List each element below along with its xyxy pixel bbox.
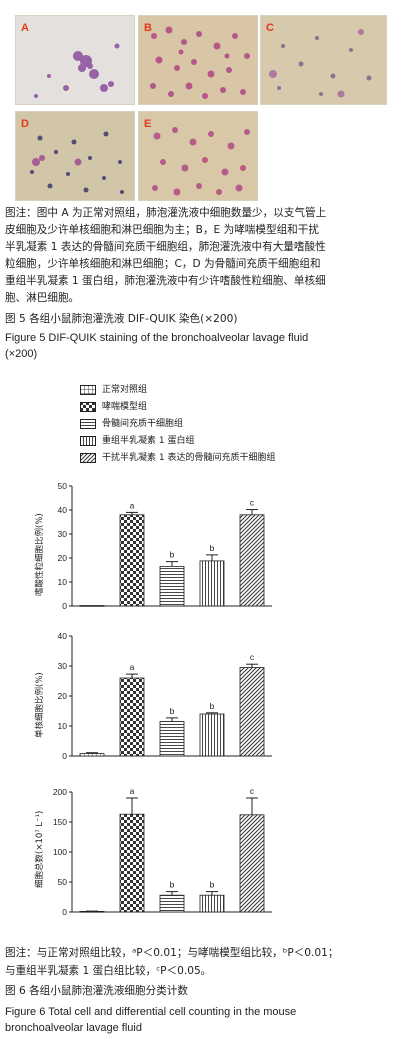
panel-label: E bbox=[144, 118, 152, 130]
figure6-caption-en: Figure 6 Total cell and differential cel… bbox=[5, 1006, 297, 1018]
figure6-caption-cn: 图 6 各组小鼠肺泡灌洗液细胞分类计数 bbox=[5, 985, 188, 997]
bar-4 bbox=[199, 713, 225, 757]
bar-5 bbox=[239, 814, 265, 913]
bar-2 bbox=[119, 677, 145, 757]
significance-label: b bbox=[210, 880, 215, 890]
figure5-note-line: 皮细胞及少许单核细胞和淋巴细胞为主；B，E 为哮喘模型组和干扰 bbox=[5, 224, 319, 236]
panel-label: B bbox=[144, 22, 152, 34]
significance-label: b bbox=[210, 543, 215, 553]
significance-label: c bbox=[250, 498, 255, 508]
micrograph-panel-a: A bbox=[15, 15, 135, 105]
panel-e-cells bbox=[152, 127, 250, 196]
y-tick-label: 100 bbox=[53, 847, 67, 857]
y-tick-label: 50 bbox=[58, 481, 68, 491]
micrograph-panel-d: D bbox=[15, 111, 135, 201]
significance-label: b bbox=[210, 701, 215, 711]
legend-swatch-diag bbox=[80, 453, 96, 463]
y-tick-label: 10 bbox=[58, 577, 68, 587]
legend-swatch-hlines bbox=[80, 419, 96, 429]
y-tick-label: 20 bbox=[58, 553, 68, 563]
panel-d-cells bbox=[30, 131, 124, 194]
bar-2 bbox=[119, 514, 145, 607]
y-tick-label: 20 bbox=[58, 691, 68, 701]
legend-label: 正常对照组 bbox=[102, 385, 148, 395]
figure5-note-line: 重组半乳凝素 1 蛋白组，肺泡灌洗液中有少许嗜酸性粒细胞、单核细 bbox=[5, 275, 326, 287]
legend-label: 骨髓间充质干细胞组 bbox=[102, 419, 184, 429]
y-tick-label: 10 bbox=[58, 721, 68, 731]
significance-label: a bbox=[130, 786, 135, 796]
bar-2 bbox=[119, 813, 145, 913]
y-tick-label: 0 bbox=[62, 907, 67, 917]
bar-3 bbox=[159, 721, 185, 757]
legend-swatch-grid bbox=[80, 385, 96, 395]
significance-label: a bbox=[130, 662, 135, 672]
significance-label: c bbox=[250, 652, 255, 662]
y-tick-label: 0 bbox=[62, 601, 67, 611]
y-tick-label: 40 bbox=[58, 505, 68, 515]
legend-label: 哮喘模型组 bbox=[102, 402, 148, 412]
bar-1 bbox=[79, 605, 105, 607]
significance-label: b bbox=[170, 706, 175, 716]
figure5-caption-cn: 图 5 各组小鼠肺泡灌洗液 DIF-QUIK 染色(×200) bbox=[5, 313, 238, 325]
bar-5 bbox=[239, 514, 265, 607]
eosinophil-bar-chart: 0 10 20 30 40 50 a b b c bbox=[58, 481, 272, 611]
monocyte-bar-chart: 0 10 20 30 40 a b b c bbox=[58, 631, 272, 761]
figure6-note-line: 图注：与正常对照组比较，ᵃP＜0.01；与哮喘模型组比较，ᵇP＜0.01； bbox=[5, 947, 339, 959]
y-tick-label: 30 bbox=[58, 529, 68, 539]
panel-label: A bbox=[21, 22, 29, 34]
figure5-note-line: 粒细胞，少许单核细胞和淋巴细胞；C，D 为骨髓间充质干细胞组和 bbox=[5, 258, 321, 270]
bar-1 bbox=[79, 753, 105, 757]
bar-3 bbox=[159, 894, 185, 913]
significance-label: c bbox=[250, 786, 255, 796]
panel-label: D bbox=[21, 118, 29, 130]
figure6-note-line: 与重组半乳凝素 1 蛋白组比较，ᶜP＜0.05。 bbox=[5, 965, 212, 977]
significance-label: b bbox=[170, 880, 175, 890]
bar-4 bbox=[199, 894, 225, 913]
figure5-caption-en: Figure 5 DIF-QUIK staining of the bronch… bbox=[5, 332, 309, 344]
panel-label: C bbox=[266, 22, 274, 34]
micrograph-panel-e: E bbox=[138, 111, 258, 201]
significance-label: a bbox=[130, 500, 135, 510]
bar-3 bbox=[159, 566, 185, 607]
panel-b-cells bbox=[150, 26, 250, 99]
micrograph-panel-c: C bbox=[260, 15, 387, 105]
figure5-note-line: 胞、淋巴细胞。 bbox=[5, 292, 80, 304]
micrograph-panel-b: B bbox=[138, 15, 258, 105]
y-tick-label: 40 bbox=[58, 631, 68, 641]
bar-4 bbox=[199, 560, 225, 607]
legend-swatch-vlines bbox=[80, 436, 96, 446]
legend-label: 干扰半乳凝素 1 表达的骨髓间充质干细胞组 bbox=[102, 453, 276, 463]
y-tick-label: 30 bbox=[58, 661, 68, 671]
total-cell-bar-chart: 0 50 100 150 200 a b b c bbox=[53, 786, 272, 917]
y-tick-label: 150 bbox=[53, 817, 67, 827]
panel-c-cells bbox=[269, 29, 372, 98]
y-tick-label: 0 bbox=[62, 751, 67, 761]
figure6-caption-en-cont: bronchoalveolar lavage fluid bbox=[5, 1022, 142, 1034]
y-tick-label: 200 bbox=[53, 787, 67, 797]
figure5-note-line: 图注：图中 A 为正常对照组，肺泡灌洗液中细胞数量少，以支气管上 bbox=[5, 207, 327, 219]
bar-5 bbox=[239, 667, 265, 757]
panel-a-cells bbox=[34, 43, 120, 98]
figure5-caption-en-cont: (×200) bbox=[5, 348, 38, 360]
legend-label: 重组半乳凝素 1 蛋白组 bbox=[102, 436, 195, 446]
y-tick-label: 50 bbox=[58, 877, 68, 887]
significance-label: b bbox=[170, 550, 175, 560]
legend-swatch-check bbox=[80, 402, 96, 412]
figure5-note-line: 半乳凝素 1 表达的骨髓间充质干细胞组，肺泡灌洗液中有大量嗜酸性 bbox=[5, 241, 326, 253]
